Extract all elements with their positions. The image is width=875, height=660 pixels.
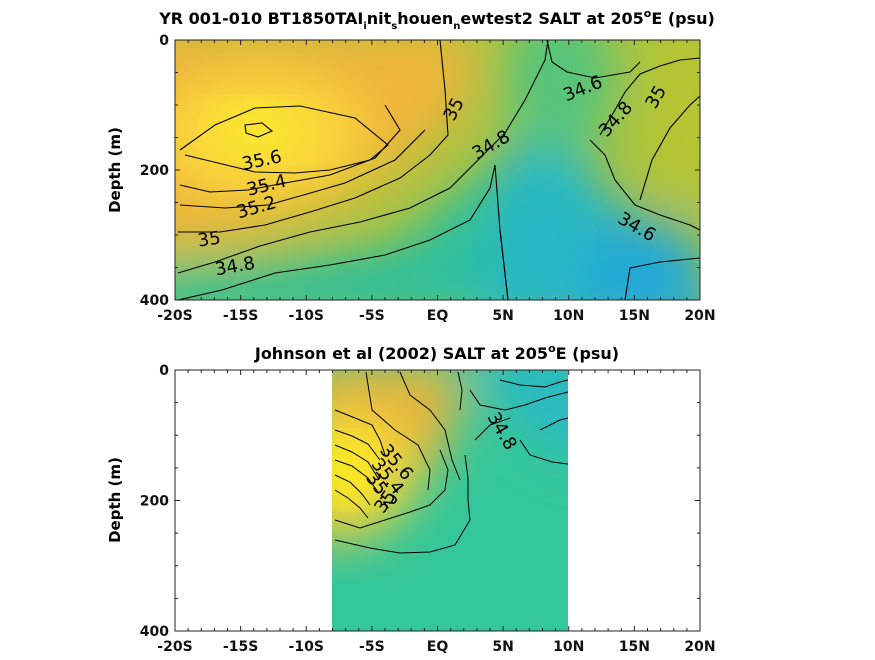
observation-x-tick-label: -10S <box>289 639 324 655</box>
observation-x-tick-label: 10N <box>553 639 584 655</box>
model-chart-title: YR 001-010 BT1850TAIinitshouennewtest2 S… <box>158 7 715 32</box>
observation-x-tick-label: EQ <box>427 639 449 655</box>
contour-label: 35 <box>196 228 222 252</box>
observation-x-tick-label: -20S <box>157 639 192 655</box>
observation-x-tick-label: -15S <box>223 639 258 655</box>
observation-y-tick-label: 200 <box>140 494 169 510</box>
observation-x-tick-label: -5S <box>359 639 385 655</box>
model-y-tick-label: 0 <box>159 33 169 49</box>
model-panel: YR 001-010 BT1850TAIinitshouennewtest2 S… <box>106 7 716 324</box>
observation-x-tick-label: 5N <box>492 639 513 655</box>
model-x-tick-label: -5S <box>359 308 385 324</box>
observation-y-tick-label: 0 <box>159 363 169 379</box>
observation-y-axis-label: Depth (m) <box>106 457 124 543</box>
model-x-tick-label: 15N <box>619 308 650 324</box>
model-x-tick-label: -15S <box>223 308 258 324</box>
model-contour-lines <box>177 40 700 300</box>
observation-x-tick-label: 15N <box>619 639 650 655</box>
model-y-tick-label: 400 <box>140 293 169 309</box>
observation-x-tick-label: 20N <box>684 639 715 655</box>
observation-chart-title: Johnson et al (2002) SALT at 205oE (psu) <box>254 342 619 363</box>
observation-y-tick-label: 400 <box>140 624 169 640</box>
model-x-tick-label: 5N <box>492 308 513 324</box>
model-x-tick-label: -10S <box>289 308 324 324</box>
model-x-tick-label: 20N <box>684 308 715 324</box>
model-axis-ticks: -20S -15S -10S -5S EQ 5N 10N 15N 20N 0 200 400 <box>140 33 716 324</box>
observation-salinity-field: 34.835.635.435.235 <box>332 370 568 631</box>
model-x-tick-label: -20S <box>157 308 192 324</box>
model-x-tick-label: EQ <box>427 308 449 324</box>
observation-panel: Johnson et al (2002) SALT at 205oE (psu) <box>106 342 716 655</box>
model-y-axis-label: Depth (m) <box>106 127 124 213</box>
observation-contour-lines <box>334 371 568 554</box>
model-x-tick-label: 10N <box>553 308 584 324</box>
observation-axis-ticks: -20S -15S -10S -5S EQ 5N 10N 15N 20N 0 200 400 <box>140 363 716 655</box>
model-y-tick-label: 200 <box>140 163 169 179</box>
